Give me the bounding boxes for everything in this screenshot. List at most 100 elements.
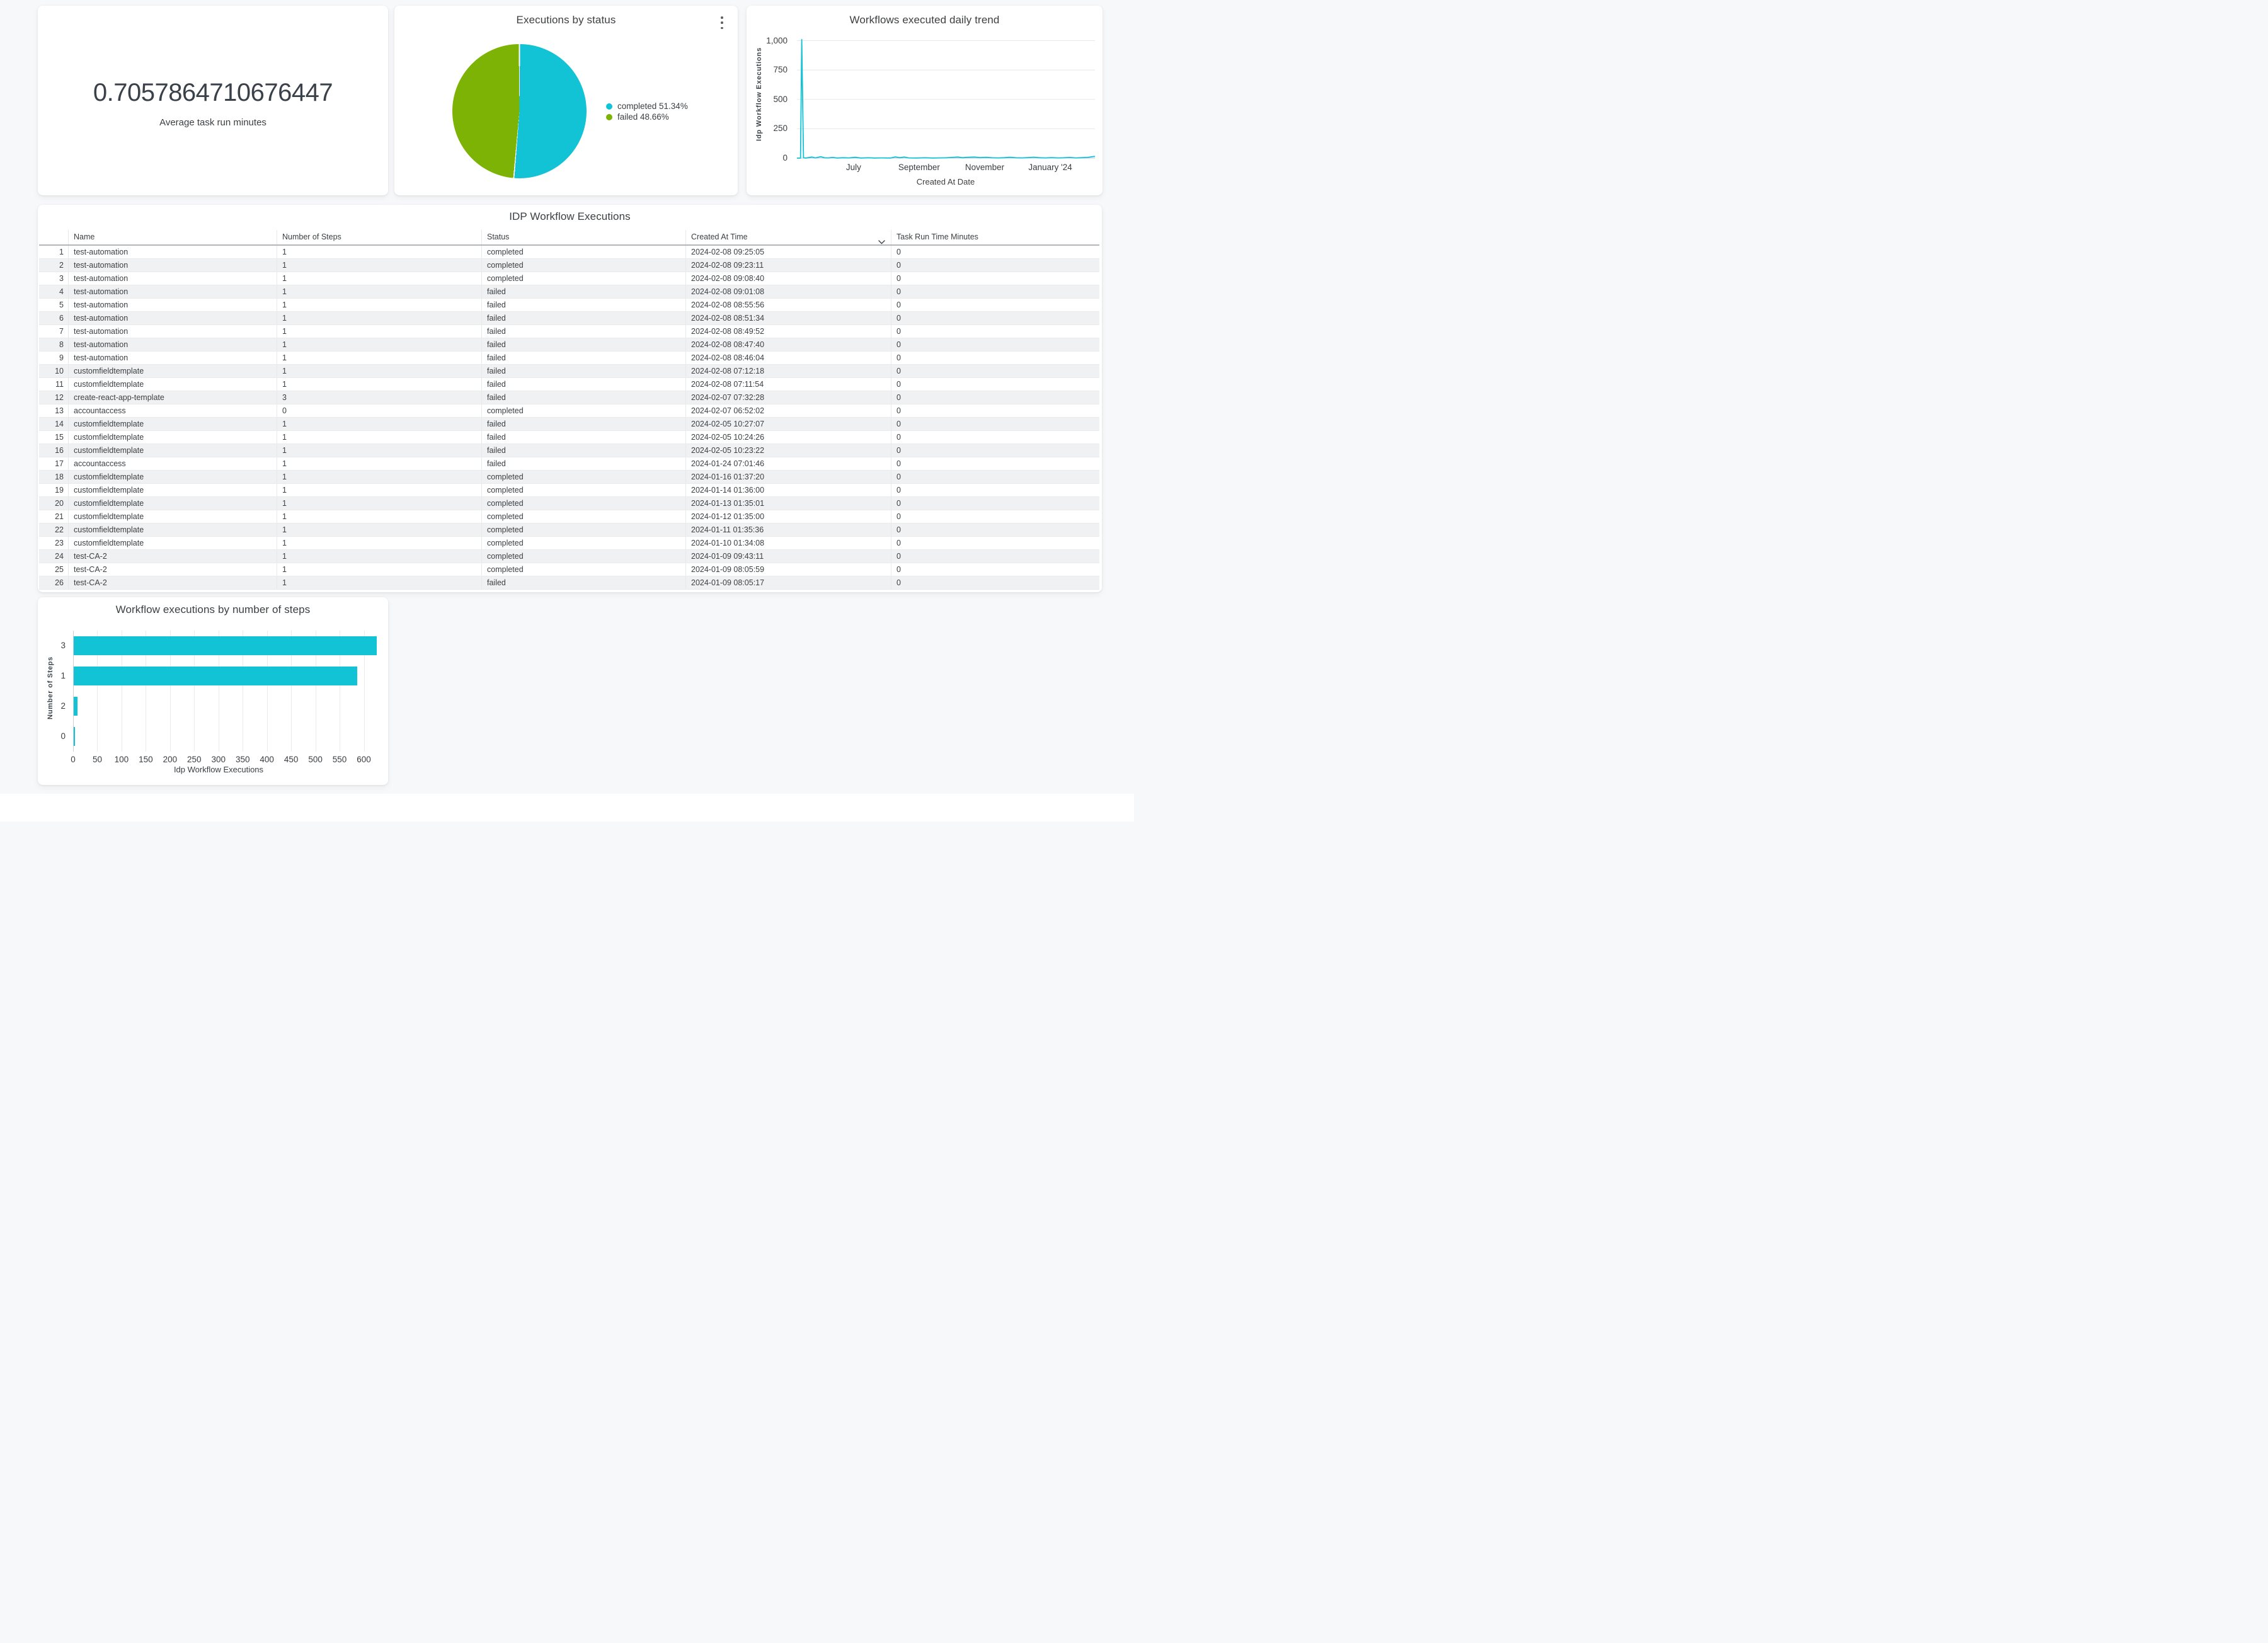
- row-index: 8: [59, 340, 64, 349]
- kpi-label: Average task run minutes: [159, 117, 266, 128]
- table-row[interactable]: 24 test-CA-2 1 completed 2024-01-09 09:43:11…: [39, 550, 1099, 563]
- row-index: 17: [55, 459, 64, 468]
- cell-created-at-time: 2024-01-11 01:35:36: [685, 524, 891, 536]
- cell-task-run-time-minutes: 0: [891, 259, 1099, 272]
- table-row[interactable]: 13 accountaccess 0 completed 2024-02-07 06:5…: [39, 404, 1099, 418]
- chevron-down-icon[interactable]: [878, 235, 885, 249]
- table-row[interactable]: 10 customfieldtemplate 1 failed 2024-02-08 0…: [39, 365, 1099, 378]
- cell-created-at-time: 2024-01-12 01:35:00: [685, 510, 891, 523]
- table-row[interactable]: 26 test-CA-2 1 failed 2024-01-09 08:05:17 0: [39, 576, 1099, 590]
- bar-x-tick: 0: [71, 755, 76, 764]
- cell-status: failed: [481, 299, 685, 311]
- table-row[interactable]: 21 customfieldtemplate 1 completed 2024-01-1…: [39, 510, 1099, 524]
- table-row[interactable]: 9 test-automation 1 failed 2024-02-08 08:46:…: [39, 352, 1099, 365]
- cell-number-of-steps: 1: [277, 299, 481, 311]
- cell-status: completed: [481, 246, 685, 258]
- table-row[interactable]: 17 accountaccess 1 failed 2024-01-24 07:01:4…: [39, 457, 1099, 471]
- cell-task-run-time-minutes: 0: [891, 484, 1099, 496]
- col-header-created-at-time[interactable]: Created At Time: [685, 230, 891, 244]
- col-header-number-of-steps[interactable]: Number of Steps: [277, 230, 481, 244]
- cell-task-run-time-minutes: 0: [891, 272, 1099, 285]
- bar-category-label: 3: [60, 641, 66, 650]
- cell-status: failed: [481, 576, 685, 589]
- cell-number-of-steps: 1: [277, 352, 481, 364]
- legend-label: failed 48.66%: [617, 112, 669, 122]
- cell-status: completed: [481, 272, 685, 285]
- col-header-status[interactable]: Status: [481, 230, 685, 244]
- cell-status: completed: [481, 404, 685, 417]
- bar-x-tick: 550: [332, 755, 347, 764]
- cell-number-of-steps: 1: [277, 471, 481, 483]
- bar-x-tick: 500: [308, 755, 323, 764]
- trend-line-chart[interactable]: [797, 35, 1096, 159]
- kebab-menu-icon[interactable]: [718, 16, 726, 30]
- cell-number-of-steps: 3: [277, 391, 481, 404]
- row-index: 26: [55, 578, 64, 587]
- table-body: 1 test-automation 1 completed 2024-02-08 09:…: [39, 246, 1099, 590]
- table-row[interactable]: 5 test-automation 1 failed 2024-02-08 08:55:…: [39, 299, 1099, 312]
- table-row[interactable]: 23 customfieldtemplate 1 completed 2024-01-1…: [39, 537, 1099, 550]
- table-row[interactable]: 2 test-automation 1 completed 2024-02-08 09:…: [39, 259, 1099, 272]
- cell-name: customfieldtemplate: [68, 365, 277, 377]
- cell-number-of-steps: 1: [277, 285, 481, 298]
- cell-created-at-time: 2024-01-16 01:37:20: [685, 471, 891, 483]
- table-row[interactable]: 1 test-automation 1 completed 2024-02-08 09:…: [39, 246, 1099, 259]
- cell-created-at-time: 2024-01-09 09:43:11: [685, 550, 891, 563]
- row-index: 6: [59, 314, 64, 323]
- table-row[interactable]: 19 customfieldtemplate 1 completed 2024-01-1…: [39, 484, 1099, 497]
- pie-status-card: Executions by status completed 51.34% fai…: [394, 6, 738, 195]
- table-row[interactable]: 18 customfieldtemplate 1 completed 2024-01-1…: [39, 471, 1099, 484]
- table-card: IDP Workflow Executions Name Number of S…: [38, 205, 1102, 592]
- table-row[interactable]: 8 test-automation 1 failed 2024-02-08 08:47:…: [39, 338, 1099, 352]
- table-row[interactable]: 25 test-CA-2 1 completed 2024-01-09 08:05:59…: [39, 563, 1099, 576]
- cell-task-run-time-minutes: 0: [891, 497, 1099, 510]
- bar-chart-plot[interactable]: 0 50 100 150 200 250 300 350 400 450 500 550 600 3 1 2 0: [38, 597, 388, 785]
- bar[interactable]: [74, 727, 75, 746]
- gridline: [169, 631, 171, 752]
- cell-task-run-time-minutes: 0: [891, 312, 1099, 324]
- pie-chart[interactable]: [452, 44, 587, 178]
- kpi-card: 0.7057864710676447 Average task run minu…: [38, 6, 388, 195]
- gridline: [364, 631, 365, 752]
- table-row[interactable]: 20 customfieldtemplate 1 completed 2024-01-1…: [39, 497, 1099, 510]
- row-index: 19: [55, 486, 64, 495]
- cell-task-run-time-minutes: 0: [891, 576, 1099, 589]
- table-title: IDP Workflow Executions: [509, 210, 631, 222]
- cell-created-at-time: 2024-02-07 06:52:02: [685, 404, 891, 417]
- table-row[interactable]: 16 customfieldtemplate 1 failed 2024-02-05 1…: [39, 444, 1099, 457]
- cell-created-at-time: 2024-02-08 08:47:40: [685, 338, 891, 351]
- cell-number-of-steps: 1: [277, 378, 481, 391]
- table-row[interactable]: 6 test-automation 1 failed 2024-02-08 08:51:…: [39, 312, 1099, 325]
- bar[interactable]: [74, 667, 357, 685]
- cell-number-of-steps: 1: [277, 418, 481, 430]
- cell-number-of-steps: 0: [277, 404, 481, 417]
- table-row[interactable]: 11 customfieldtemplate 1 failed 2024-02-08 0…: [39, 378, 1099, 391]
- cell-name: customfieldtemplate: [68, 431, 277, 444]
- cell-created-at-time: 2024-01-09 08:05:59: [685, 563, 891, 576]
- bar[interactable]: [74, 697, 78, 716]
- col-header-task-run-time-minutes[interactable]: Task Run Time Minutes: [891, 230, 1099, 244]
- cell-created-at-time: 2024-02-05 10:23:22: [685, 444, 891, 457]
- bar-x-tick: 100: [114, 755, 129, 764]
- row-index: 3: [59, 274, 64, 283]
- table-row[interactable]: 12 create-react-app-template 3 failed 2024-0…: [39, 391, 1099, 404]
- table-row[interactable]: 22 customfieldtemplate 1 completed 2024-01-1…: [39, 524, 1099, 537]
- gridline: [73, 631, 74, 752]
- cell-task-run-time-minutes: 0: [891, 444, 1099, 457]
- table-row[interactable]: 3 test-automation 1 completed 2024-02-08 09:…: [39, 272, 1099, 285]
- bar[interactable]: [74, 636, 377, 655]
- col-header-name[interactable]: Name: [68, 230, 277, 244]
- cell-task-run-time-minutes: 0: [891, 365, 1099, 377]
- cell-status: completed: [481, 497, 685, 510]
- cell-created-at-time: 2024-02-08 08:51:34: [685, 312, 891, 324]
- table-row[interactable]: 4 test-automation 1 failed 2024-02-08 09:01:…: [39, 285, 1099, 299]
- gridline: [291, 631, 292, 752]
- bar-category-label: 2: [60, 701, 66, 711]
- cell-name: test-automation: [68, 259, 277, 272]
- bar-x-tick: 450: [284, 755, 299, 764]
- table-row[interactable]: 15 customfieldtemplate 1 failed 2024-02-05 1…: [39, 431, 1099, 444]
- row-index: 21: [55, 512, 64, 521]
- table-row[interactable]: 14 customfieldtemplate 1 failed 2024-02-05 1…: [39, 418, 1099, 431]
- cell-task-run-time-minutes: 0: [891, 299, 1099, 311]
- table-row[interactable]: 7 test-automation 1 failed 2024-02-08 08:49:…: [39, 325, 1099, 338]
